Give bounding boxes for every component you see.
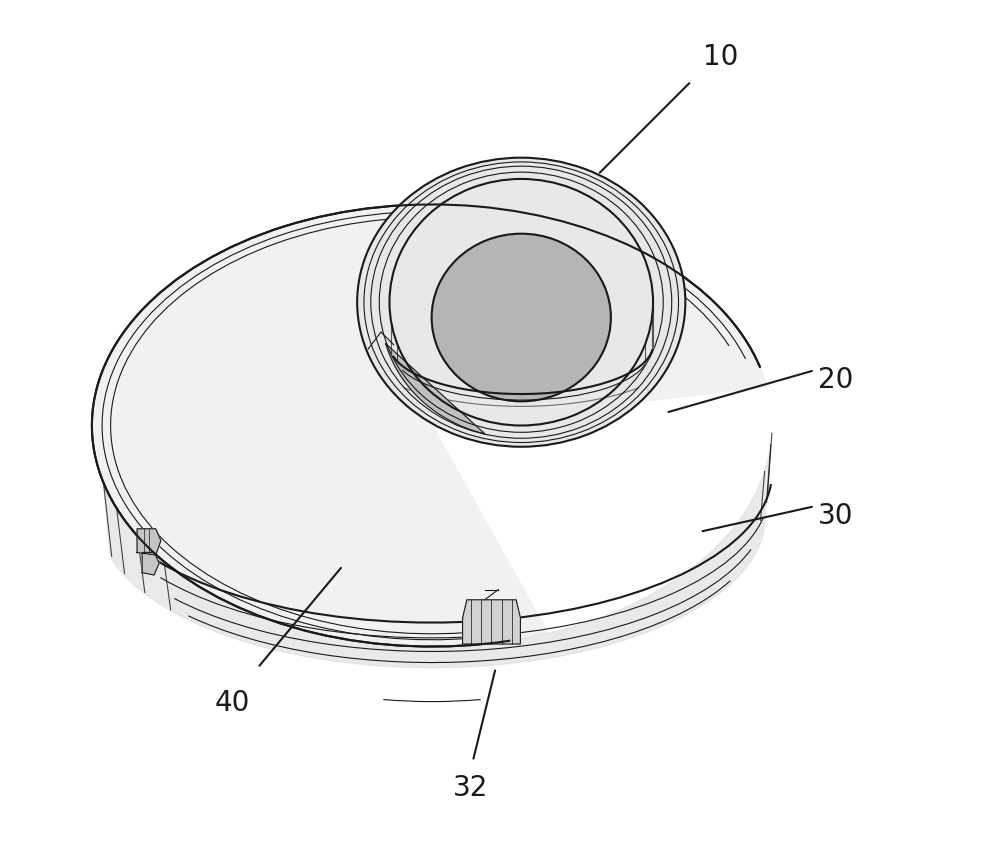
Polygon shape [142, 553, 159, 575]
Polygon shape [137, 529, 161, 556]
Text: 40: 40 [214, 688, 250, 716]
Text: 32: 32 [453, 773, 488, 801]
Text: 30: 30 [818, 501, 854, 529]
Text: 20: 20 [818, 366, 854, 394]
Polygon shape [432, 234, 611, 402]
Polygon shape [463, 600, 520, 644]
Polygon shape [386, 344, 485, 435]
Polygon shape [357, 158, 685, 447]
Polygon shape [103, 446, 771, 668]
Text: 10: 10 [703, 43, 739, 71]
Polygon shape [92, 205, 767, 647]
